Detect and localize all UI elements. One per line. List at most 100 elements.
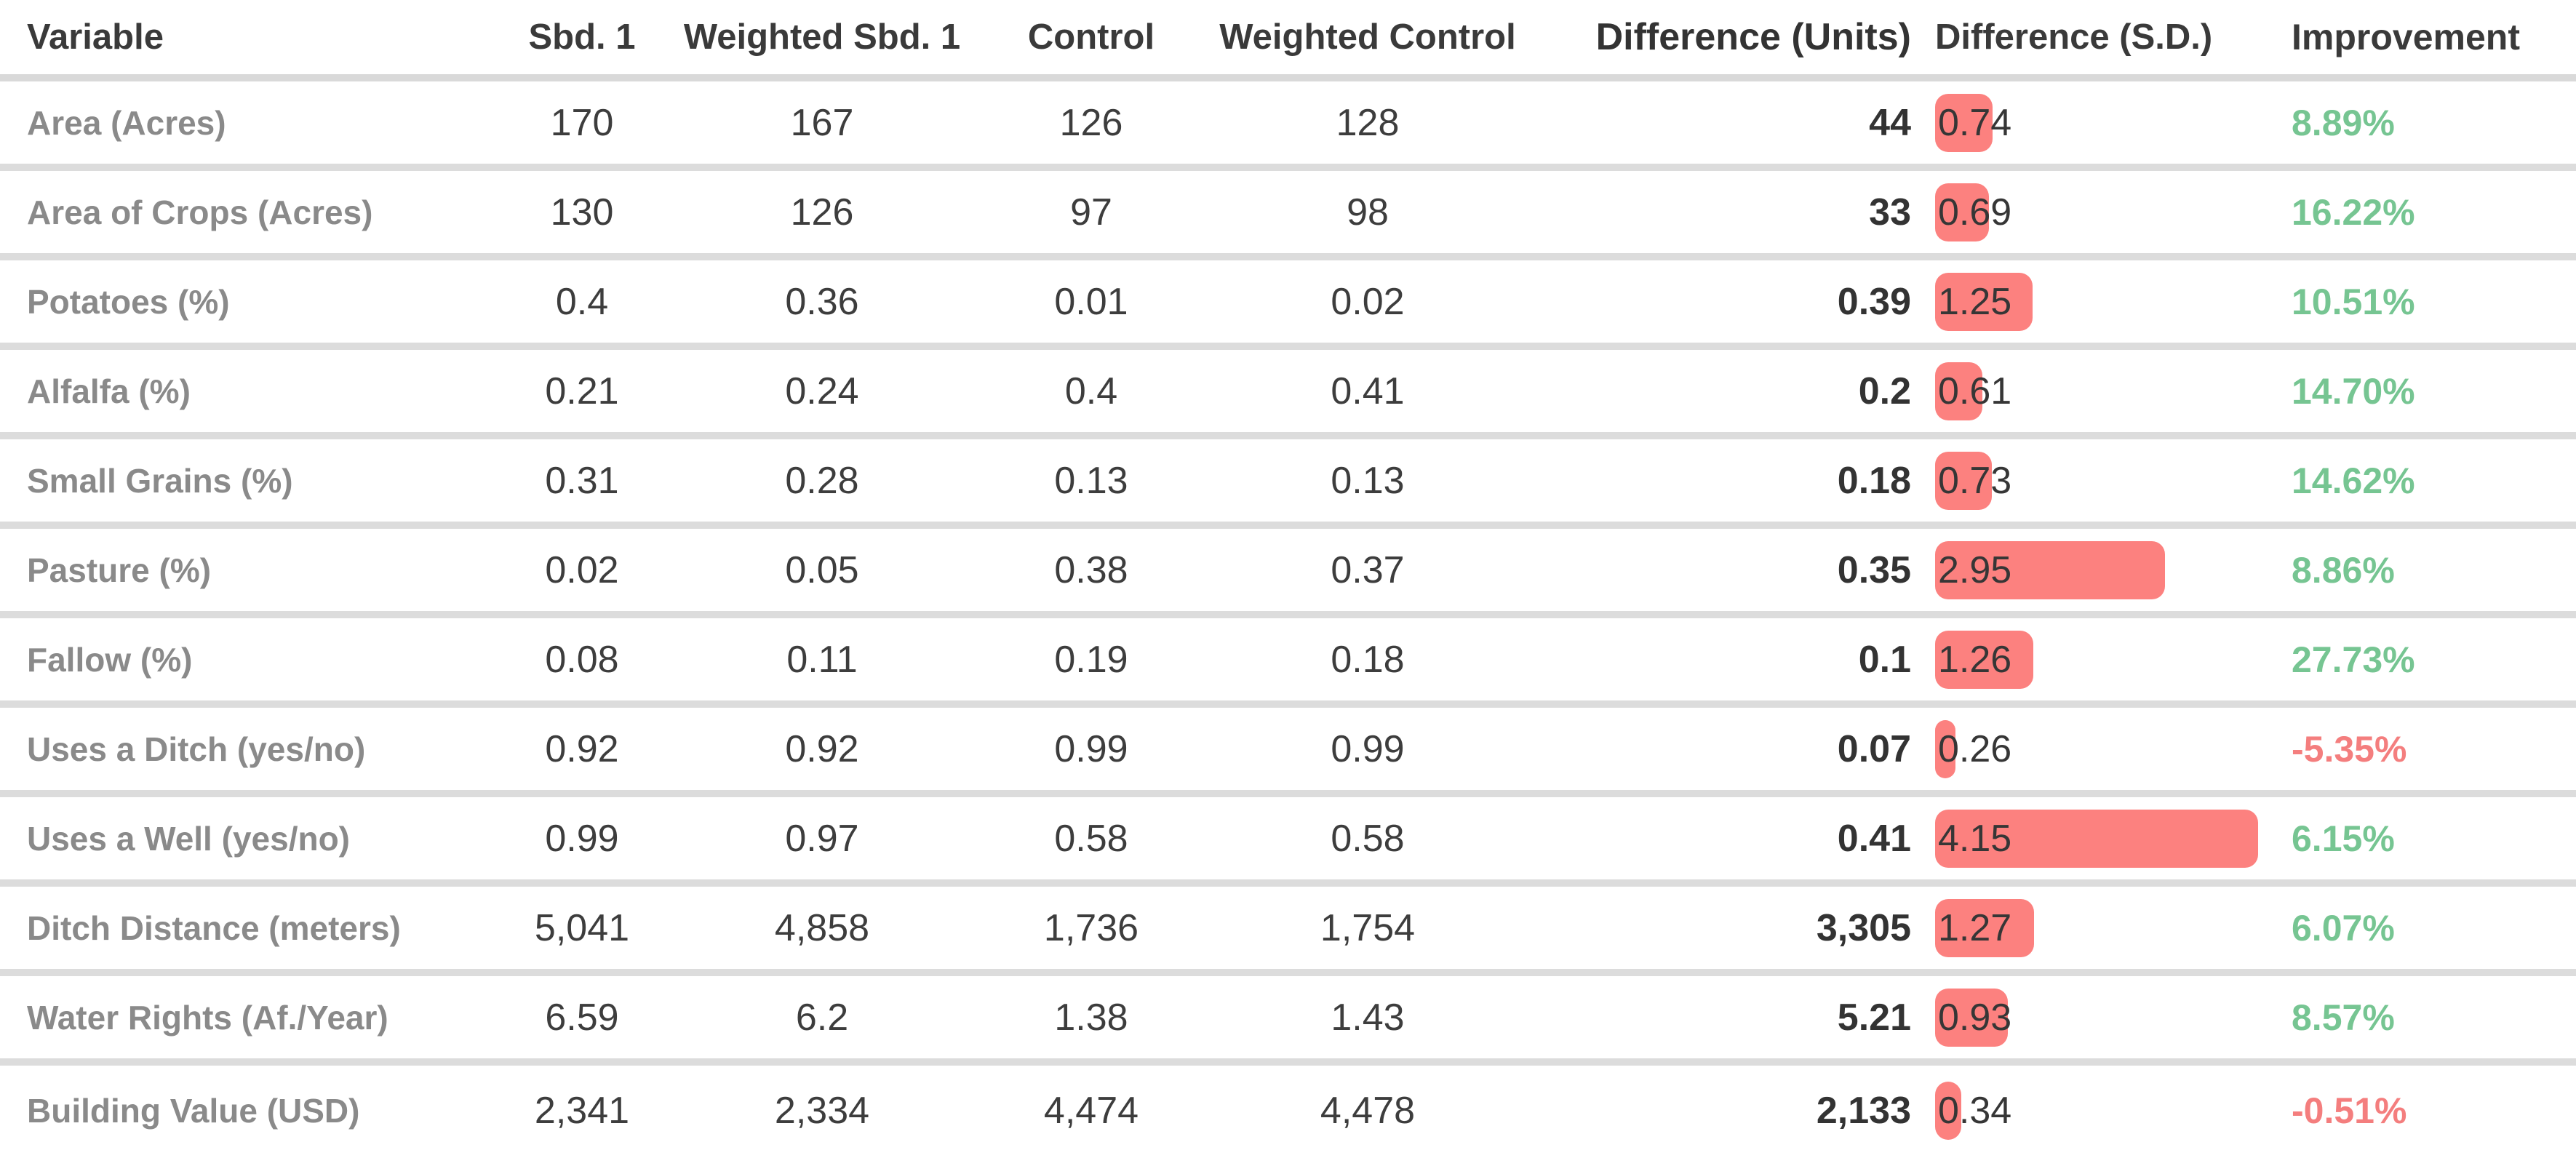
table-row: Potatoes (%) 0.4 0.36 0.01 0.02 0.39 1.2… [0, 260, 2576, 350]
weighted-control-value: 128 [1336, 101, 1400, 144]
header-sbd1: Sbd. 1 [528, 17, 636, 57]
table-row: Uses a Ditch (yes/no) 0.92 0.92 0.99 0.9… [0, 708, 2576, 797]
difference-sd-value: 0.26 [1938, 727, 2012, 770]
difference-sd-cell: 0.26 [1911, 719, 2284, 778]
difference-sd-value: 0.69 [1938, 191, 2012, 233]
weighted-sbd1-value: 0.36 [785, 280, 859, 323]
variable-label: Ditch Distance (meters) [27, 909, 401, 947]
improvement-value: 27.73% [2292, 639, 2415, 680]
difference-sd-cell: 0.34 [1911, 1081, 2284, 1140]
sd-bar [1935, 719, 1955, 778]
difference-units-value: 0.1 [1858, 638, 1911, 681]
difference-sd-value: 0.73 [1938, 459, 2012, 502]
difference-sd-cell: 4.15 [1911, 809, 2284, 868]
header-weighted-control: Weighted Control [1219, 17, 1516, 57]
weighted-sbd1-value: 0.92 [785, 727, 859, 770]
control-value: 0.4 [1064, 370, 1118, 412]
variable-label: Uses a Ditch (yes/no) [27, 730, 366, 768]
difference-sd-value: 1.26 [1938, 638, 2012, 681]
difference-sd-cell: 0.69 [1911, 183, 2284, 241]
control-value: 0.38 [1054, 548, 1128, 591]
improvement-value: -0.51% [2292, 1090, 2407, 1131]
improvement-value: 8.86% [2292, 549, 2395, 591]
sd-bar [1935, 540, 2165, 599]
header-improvement: Improvement [2292, 17, 2520, 57]
improvement-value: -5.35% [2292, 728, 2407, 770]
table-row: Uses a Well (yes/no) 0.99 0.97 0.58 0.58… [0, 797, 2576, 887]
weighted-sbd1-value: 0.24 [785, 370, 859, 412]
control-value: 126 [1059, 101, 1123, 144]
header-control: Control [1027, 17, 1155, 57]
sd-bar [1935, 451, 1993, 510]
difference-sd-value: 4.15 [1938, 817, 2012, 860]
variable-label: Building Value (USD) [27, 1091, 360, 1130]
table-row: Area of Crops (Acres) 130 126 97 98 33 0… [0, 171, 2576, 260]
sbd1-value: 0.4 [555, 280, 609, 323]
variable-label: Water Rights (Af./Year) [27, 998, 388, 1037]
sd-bar [1935, 93, 1993, 152]
header-variable: Variable [27, 17, 164, 57]
difference-sd-value: 0.93 [1938, 996, 2012, 1039]
difference-sd-value: 2.95 [1938, 548, 2012, 591]
sbd1-value: 2,341 [534, 1089, 630, 1132]
sd-bar [1935, 272, 2033, 331]
improvement-value: 6.07% [2292, 907, 2395, 949]
control-value: 0.19 [1054, 638, 1128, 681]
weighted-sbd1-value: 0.28 [785, 459, 859, 502]
weighted-sbd1-value: 4,858 [774, 906, 870, 949]
sd-bar [1935, 1081, 1962, 1140]
variable-label: Fallow (%) [27, 640, 193, 679]
control-value: 0.13 [1054, 459, 1128, 502]
control-value: 0.99 [1054, 727, 1128, 770]
control-value: 1,736 [1043, 906, 1139, 949]
difference-sd-value: 0.74 [1938, 101, 2012, 144]
weighted-sbd1-value: 126 [790, 191, 854, 233]
improvement-value: 6.15% [2292, 818, 2395, 859]
table-row: Small Grains (%) 0.31 0.28 0.13 0.13 0.1… [0, 439, 2576, 529]
table-row: Area (Acres) 170 167 126 128 44 0.74 8.8… [0, 81, 2576, 171]
difference-sd-cell: 0.74 [1911, 93, 2284, 152]
control-value: 0.01 [1054, 280, 1128, 323]
table-row: Water Rights (Af./Year) 6.59 6.2 1.38 1.… [0, 976, 2576, 1066]
weighted-sbd1-value: 6.2 [795, 996, 849, 1039]
sbd1-value: 0.08 [545, 638, 619, 681]
weighted-sbd1-value: 0.05 [785, 548, 859, 591]
sbd1-value: 0.21 [545, 370, 619, 412]
improvement-value: 14.70% [2292, 370, 2415, 412]
difference-units-value: 44 [1869, 101, 1911, 144]
difference-units-value: 0.2 [1858, 370, 1911, 412]
control-value: 1.38 [1054, 996, 1128, 1039]
control-value: 0.58 [1054, 817, 1128, 860]
difference-units-value: 5.21 [1837, 996, 1911, 1039]
variable-label: Area of Crops (Acres) [27, 193, 373, 231]
difference-units-value: 3,305 [1816, 906, 1911, 949]
difference-sd-cell: 1.25 [1911, 272, 2284, 331]
weighted-control-value: 0.58 [1331, 817, 1405, 860]
difference-units-value: 0.41 [1837, 817, 1911, 860]
improvement-value: 8.89% [2292, 102, 2395, 143]
weighted-sbd1-value: 0.11 [786, 638, 858, 681]
control-value: 4,474 [1043, 1089, 1139, 1132]
sd-bar [1935, 183, 1989, 241]
sbd1-value: 170 [550, 101, 614, 144]
control-value: 97 [1070, 191, 1112, 233]
difference-units-value: 2,133 [1816, 1089, 1911, 1132]
sbd1-value: 0.99 [545, 817, 619, 860]
sd-bar [1935, 809, 2259, 868]
table-row: Fallow (%) 0.08 0.11 0.19 0.18 0.1 1.26 … [0, 618, 2576, 708]
difference-sd-value: 0.61 [1938, 370, 2012, 412]
difference-sd-value: 0.34 [1938, 1089, 2012, 1132]
table-row: Ditch Distance (meters) 5,041 4,858 1,73… [0, 887, 2576, 976]
sbd1-value: 130 [550, 191, 614, 233]
variable-label: Pasture (%) [27, 551, 212, 589]
difference-units-value: 0.18 [1837, 459, 1911, 502]
weighted-control-value: 0.18 [1331, 638, 1405, 681]
difference-units-value: 0.39 [1837, 280, 1911, 323]
variable-label: Potatoes (%) [27, 282, 230, 321]
difference-units-value: 0.07 [1837, 727, 1911, 770]
variable-label: Small Grains (%) [27, 461, 293, 500]
header-weighted-sbd1: Weighted Sbd. 1 [683, 17, 961, 57]
weighted-control-value: 0.99 [1331, 727, 1405, 770]
weighted-sbd1-value: 167 [790, 101, 854, 144]
